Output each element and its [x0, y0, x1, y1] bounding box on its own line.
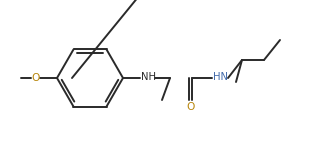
Text: NH: NH: [141, 72, 156, 82]
Text: O: O: [31, 73, 40, 83]
Text: O: O: [186, 102, 195, 112]
Text: HN: HN: [213, 72, 228, 82]
